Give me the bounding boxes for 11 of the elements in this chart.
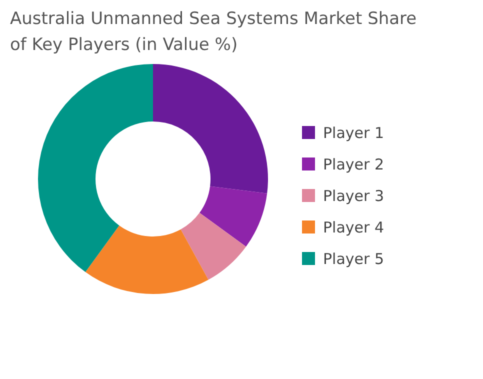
donut-slice: [38, 64, 153, 272]
legend-label: Player 2: [323, 156, 384, 174]
legend-label: Player 3: [323, 187, 384, 205]
donut-slice: [180, 212, 246, 280]
legend-label: Player 5: [323, 250, 384, 268]
chart-title: Australia Unmanned Sea Systems Market Share of Key Players (in Value %): [10, 9, 417, 55]
donut-slice: [200, 186, 268, 247]
legend-label: Player 1: [323, 124, 384, 142]
legend-label: Player 4: [323, 218, 384, 236]
donut-slice: [153, 64, 268, 194]
donut-slice: [85, 226, 208, 294]
